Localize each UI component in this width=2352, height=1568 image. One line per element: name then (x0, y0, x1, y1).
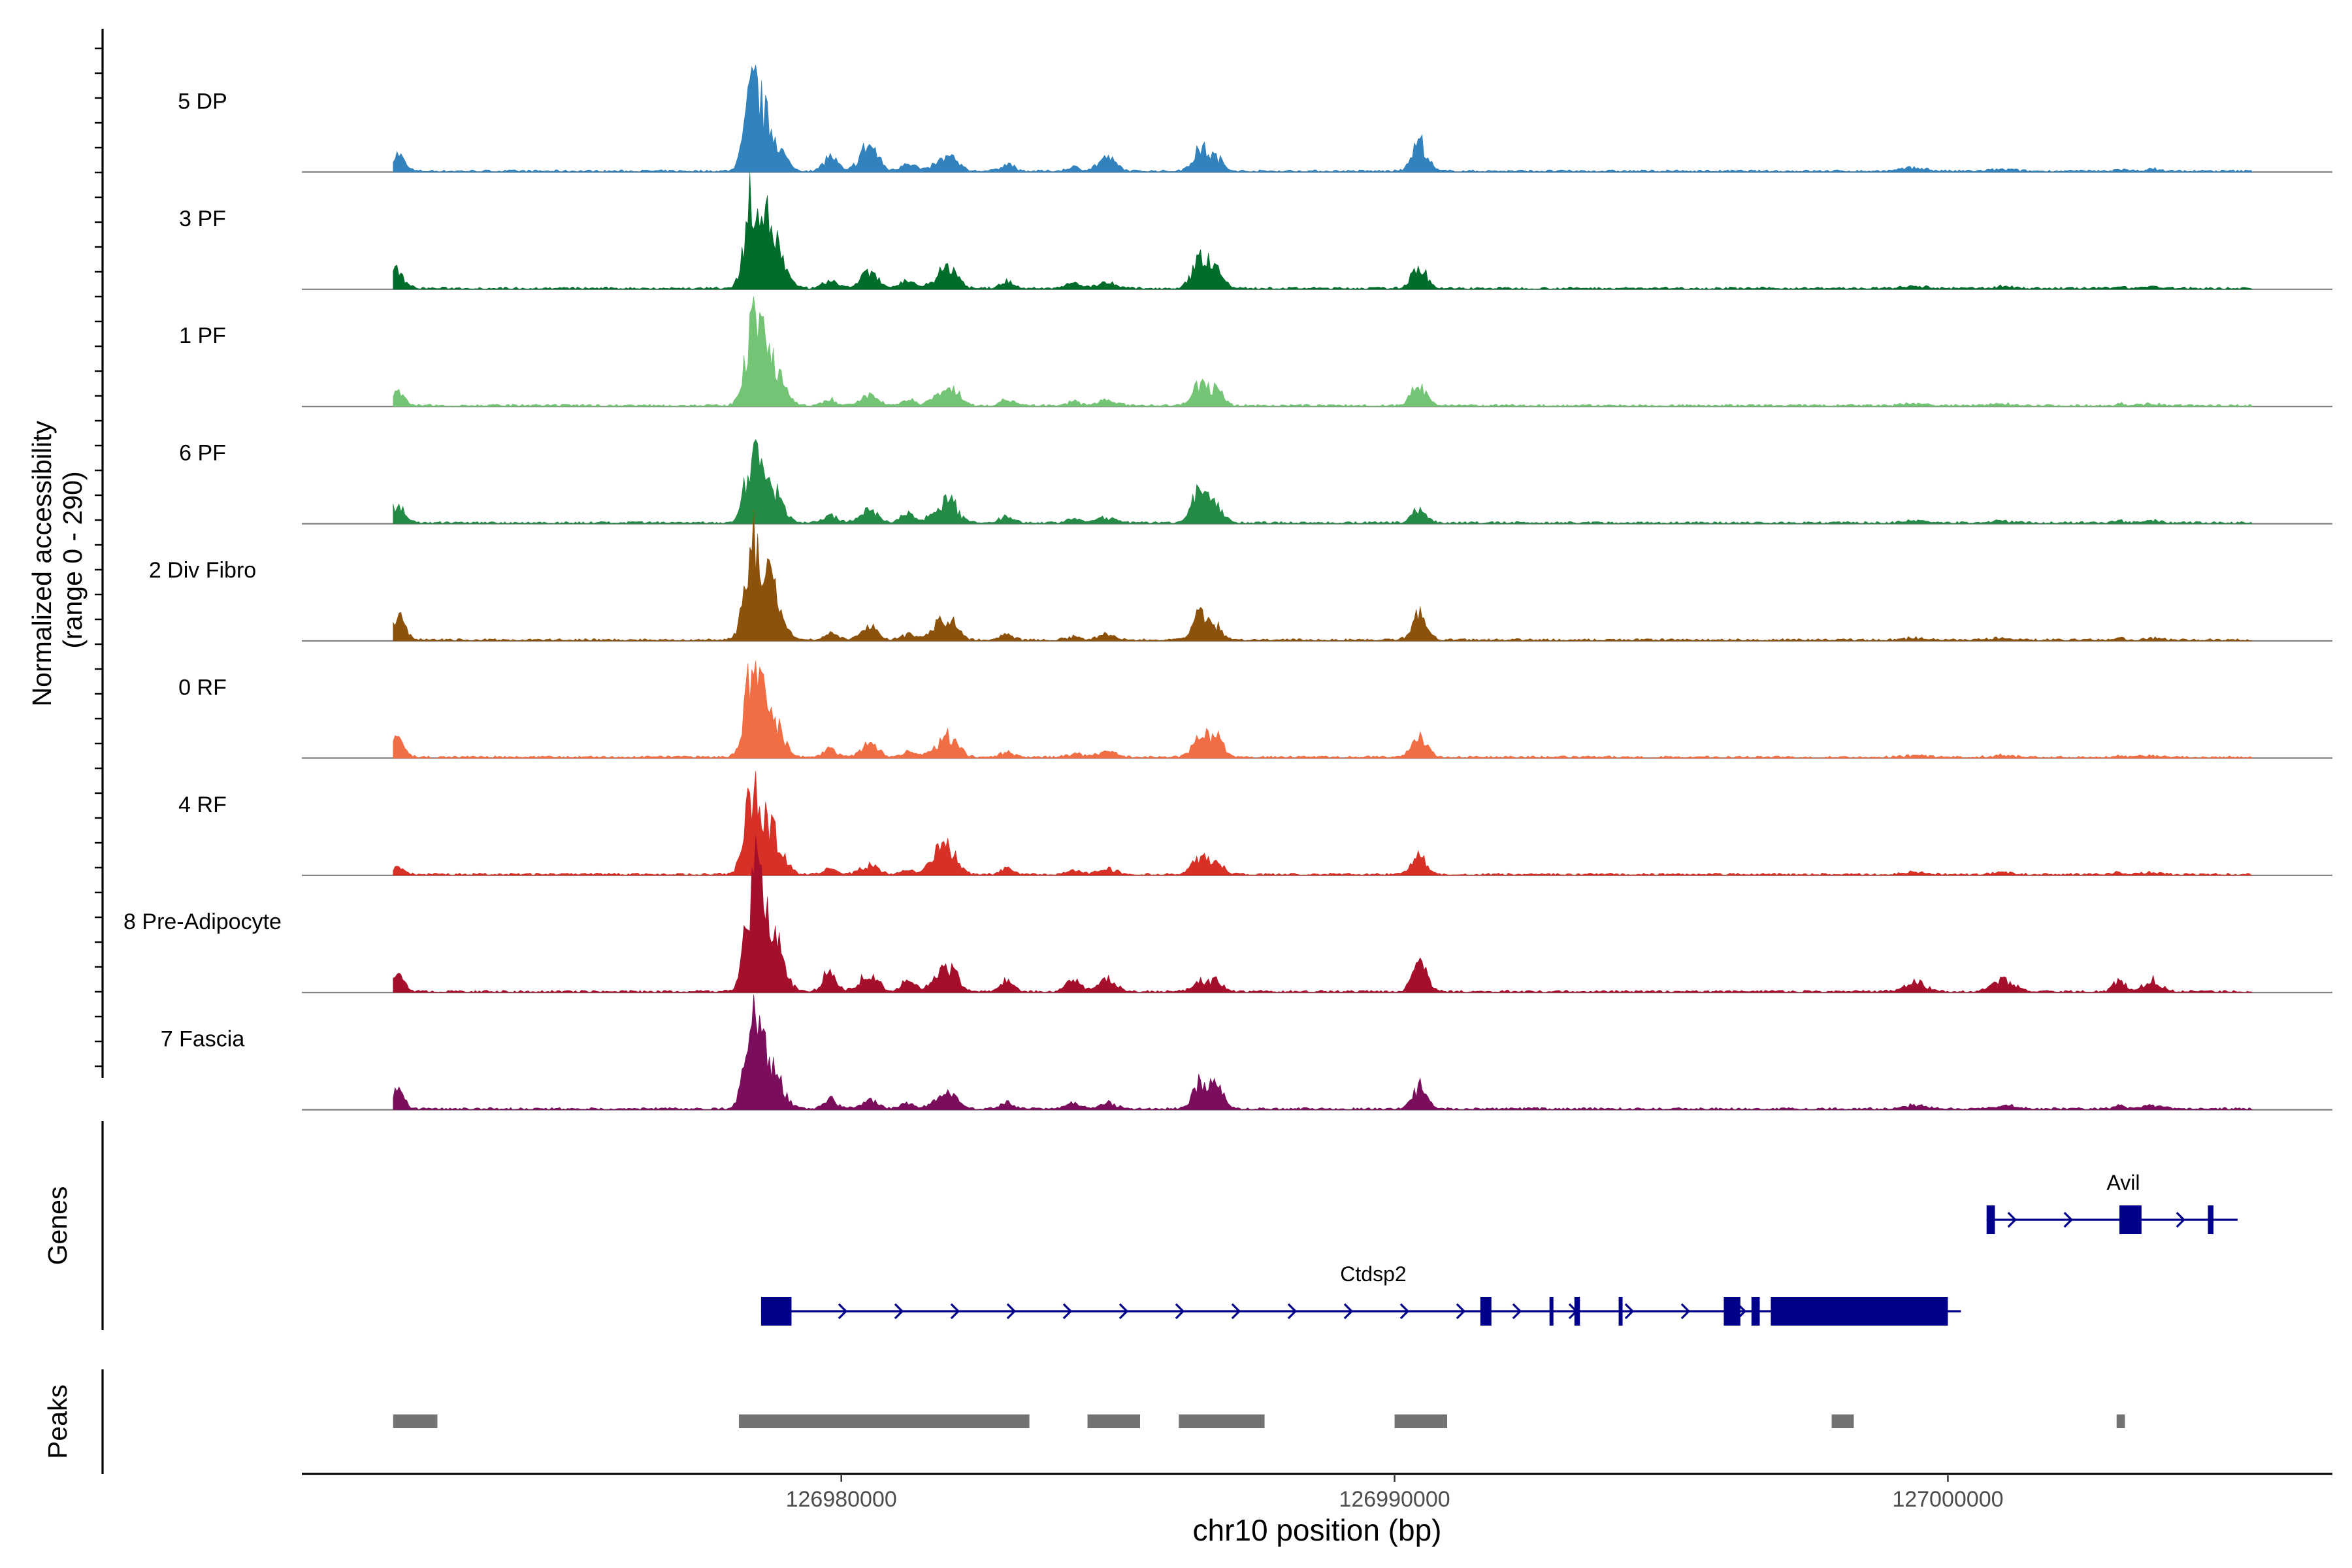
track-label: 2 Div Fibro (149, 558, 256, 583)
gene-exon (1771, 1297, 1948, 1326)
gene-annotation-track: Ctdsp2 Avil (760, 1171, 2238, 1326)
strand-arrow (1231, 1303, 1241, 1320)
strand-arrow (2176, 1211, 2185, 1228)
track-2-div-fibro: 2 Div Fibro (149, 509, 2332, 642)
track-7-fascia: 7 Fascia (161, 994, 2332, 1111)
gene-exon (1723, 1297, 1740, 1326)
strand-arrow (1062, 1303, 1073, 1320)
strand-arrow (1624, 1303, 1635, 1320)
gene-avil: Avil (1986, 1171, 2238, 1234)
strand-arrow (1456, 1303, 1466, 1320)
genes-track-label: Genes (42, 1186, 73, 1266)
track-label: 8 Pre-Adipocyte (123, 909, 282, 934)
peak-region (1179, 1414, 1265, 1428)
gene-exon (1986, 1205, 1995, 1234)
track-1-pf: 1 PF (179, 296, 2332, 408)
peak-region (1394, 1414, 1448, 1428)
gene-exon (1618, 1297, 1623, 1326)
coverage-area (393, 835, 2253, 993)
strand-arrow (1680, 1303, 1691, 1320)
peaks-track-label: Peaks (42, 1384, 73, 1459)
y-axis-title-line-2: (range 0 - 290) (57, 471, 88, 648)
strand-arrow (2063, 1211, 2073, 1228)
coverage-area (393, 661, 2253, 759)
track-4-rf: 4 RF (178, 771, 2332, 876)
peak-region (393, 1414, 438, 1428)
gene-ctdsp2: Ctdsp2 (760, 1262, 1961, 1326)
gene-exon (1751, 1297, 1760, 1326)
coverage-area (393, 771, 2253, 876)
peak-region (1831, 1414, 1854, 1428)
strand-arrow (1175, 1303, 1185, 1320)
x-tick-label: 126990000 (1339, 1487, 1450, 1512)
gene-exon (2208, 1205, 2213, 1234)
strand-arrow (1119, 1303, 1129, 1320)
gene-exon (2119, 1205, 2142, 1234)
track-label: 7 Fascia (161, 1027, 245, 1052)
coverage-tracks: 5 DP 3 PF 1 PF 6 PF 2 Div Fibro 0 RF 4 RF 8 Pre… (123, 65, 2332, 1111)
track-label: 6 PF (179, 441, 226, 466)
track-5-dp: 5 DP (178, 65, 2332, 173)
x-axis-ticks: 126980000 126990000 127000000 (786, 1474, 2004, 1512)
gene-exon (760, 1297, 792, 1326)
peak-region (2116, 1414, 2125, 1428)
coverage-area (393, 65, 2253, 172)
track-0-rf: 0 RF (178, 661, 2332, 759)
gene-name-label: Avil (2107, 1171, 2140, 1194)
track-3-pf: 3 PF (179, 172, 2332, 290)
gene-exon (1574, 1297, 1580, 1326)
x-tick-label: 126980000 (786, 1487, 897, 1512)
peak-region (1087, 1414, 1141, 1428)
track-label: 5 DP (178, 89, 227, 114)
strand-arrow (838, 1303, 848, 1320)
gene-exon (1549, 1297, 1554, 1326)
y-axis-title-line-1: Normalized accessibility (27, 420, 57, 706)
gene-exon (1480, 1297, 1492, 1326)
peak-region (739, 1414, 1030, 1428)
strand-arrow (2007, 1211, 2017, 1228)
track-label: 1 PF (179, 323, 226, 348)
strand-arrow (1512, 1303, 1522, 1320)
strand-arrow (1287, 1303, 1298, 1320)
x-tick-label: 127000000 (1892, 1487, 2003, 1512)
peaks-track (393, 1414, 2125, 1428)
coverage-area (393, 296, 2253, 407)
strand-arrow (894, 1303, 904, 1320)
track-label: 3 PF (179, 206, 226, 231)
coverage-area (393, 172, 2253, 290)
coverage-area (393, 509, 2253, 642)
coverage-y-axis-ticks (95, 47, 103, 1068)
y-axis-title: Normalized accessibility (range 0 - 290) (27, 414, 88, 707)
strand-arrow (1399, 1303, 1410, 1320)
gene-name-label: Ctdsp2 (1340, 1262, 1406, 1286)
track-8-pre-adipocyte: 8 Pre-Adipocyte (123, 835, 2332, 994)
track-6-pf: 6 PF (179, 439, 2332, 525)
strand-arrow (1006, 1303, 1017, 1320)
strand-arrow (1343, 1303, 1354, 1320)
strand-arrow (950, 1303, 960, 1320)
coverage-area (393, 439, 2253, 524)
x-axis-title: chr10 position (bp) (1193, 1513, 1442, 1547)
track-label: 0 RF (178, 675, 227, 700)
coverage-area (393, 994, 2253, 1111)
track-label: 4 RF (178, 792, 227, 817)
